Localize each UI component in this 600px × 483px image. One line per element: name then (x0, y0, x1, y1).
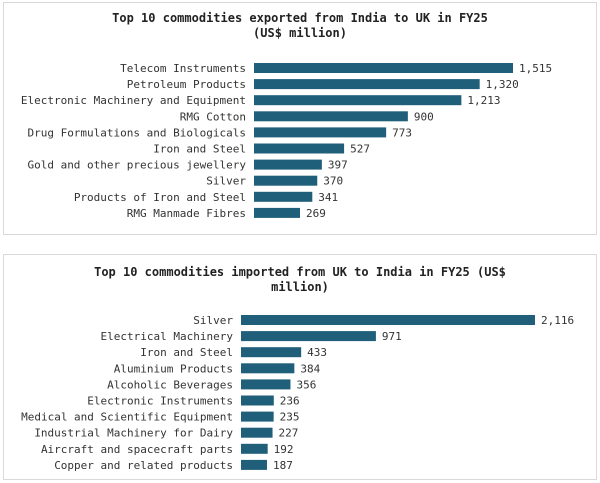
bar (254, 207, 300, 218)
bar (254, 127, 387, 138)
data-label: 235 (280, 411, 300, 424)
data-label: 1,515 (519, 62, 552, 75)
data-label: 356 (296, 378, 316, 391)
exports-chart-title: Top 10 commodities exported from India t… (4, 11, 596, 41)
bar (254, 175, 318, 186)
bar (254, 79, 480, 90)
bar (254, 111, 408, 122)
category-label: Gold and other precious jewellery (27, 159, 246, 172)
imports-bar-chart: Silver 2,116 Electrical Machinery 971 Iron a… (21, 314, 574, 472)
category-label: RMG Manmade Fibres (127, 207, 246, 220)
bar (254, 63, 513, 73)
category-label: Copper and related products (54, 459, 233, 472)
category-label: Electronic Instruments (87, 395, 233, 408)
data-label: 384 (300, 362, 320, 375)
bar (254, 159, 322, 170)
data-label: 341 (318, 191, 338, 204)
imports-chart-panel: Top 10 commodities imported from UK to I… (3, 254, 597, 480)
bar (241, 315, 535, 325)
bar (241, 395, 274, 406)
category-label: Iron and Steel (140, 346, 233, 359)
data-label: 397 (328, 159, 348, 172)
data-label: 187 (273, 459, 293, 472)
bar (241, 331, 376, 342)
data-label: 433 (307, 346, 327, 359)
imports-chart-title-line-1: Top 10 commodities imported from UK to I… (94, 265, 506, 279)
data-label: 370 (323, 175, 343, 188)
category-label: Silver (206, 175, 246, 188)
data-label: 227 (279, 427, 299, 440)
category-label: Silver (193, 314, 233, 327)
bar (254, 191, 313, 202)
category-label: Electronic Machinery and Equipment (21, 94, 246, 107)
category-label: Products of Iron and Steel (74, 191, 246, 204)
bar (241, 443, 268, 454)
category-label: Aluminium Products (114, 362, 233, 375)
bar (241, 459, 267, 470)
bar (241, 363, 295, 374)
data-label: 971 (382, 330, 402, 343)
bar (241, 427, 273, 438)
bar (254, 95, 462, 106)
data-label: 1,213 (467, 94, 500, 107)
exports-bar-chart: Telecom Instruments 1,515 Petroleum Produc… (21, 62, 552, 220)
data-label: 900 (414, 110, 434, 123)
data-label: 1,320 (486, 78, 519, 91)
category-label: Iron and Steel (153, 143, 246, 156)
bar (241, 411, 274, 422)
category-label: Aircraft and spacecraft parts (41, 443, 233, 456)
data-label: 269 (306, 207, 326, 220)
data-label: 773 (392, 126, 412, 139)
category-label: Drug Formulations and Biologicals (27, 126, 246, 139)
exports-chart-panel: Top 10 commodities exported from India t… (3, 2, 597, 235)
data-label: 192 (274, 443, 294, 456)
bar (241, 379, 291, 390)
imports-chart-title: Top 10 commodities imported from UK to I… (4, 265, 596, 295)
exports-chart-title-line-1: Top 10 commodities exported from India t… (112, 11, 488, 25)
category-label: RMG Cotton (180, 110, 246, 123)
imports-chart-title-line-2: million) (271, 280, 329, 294)
bar (254, 143, 345, 154)
exports-chart-title-line-2: (US$ million) (253, 26, 347, 40)
category-label: Telecom Instruments (120, 62, 246, 75)
category-label: Petroleum Products (127, 78, 246, 91)
data-label: 527 (350, 143, 370, 156)
category-label: Medical and Scientific Equipment (21, 411, 233, 424)
bar (241, 347, 302, 358)
data-label: 2,116 (541, 314, 574, 327)
category-label: Electrical Machinery (101, 330, 234, 343)
data-label: 236 (280, 395, 300, 408)
category-label: Alcoholic Beverages (107, 378, 233, 391)
category-label: Industrial Machinery for Dairy (34, 427, 233, 440)
